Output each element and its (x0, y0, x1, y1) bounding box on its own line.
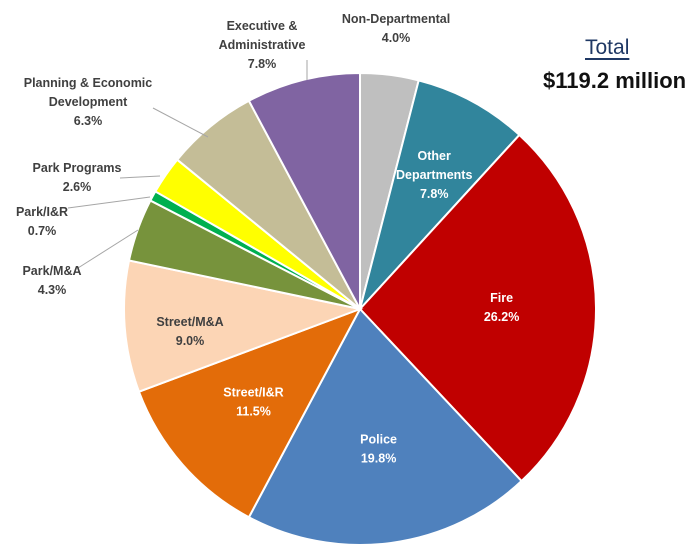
slice-label-other-departments: Other Departments 7.8% (396, 149, 472, 201)
pie-slice-fire (358, 133, 597, 483)
slice-label-non-departmental: Non-Departmental 4.0% (342, 12, 450, 45)
leader-line-planning-and-economic-development (152, 107, 209, 138)
slice-label-planning-and-economic-development: Planning & Economic Development 6.3% (24, 76, 153, 128)
pie-slice-police (247, 307, 523, 546)
leader-line-park-programs (119, 175, 161, 179)
total-value: $119.2 million (543, 68, 687, 93)
pie-slice-street-manda (122, 259, 364, 394)
slice-label-police: Police 19.8% (360, 432, 397, 465)
pie-slice-other-departments (359, 79, 521, 310)
total-title: Total (585, 36, 630, 59)
leader-line-park-iandr (67, 196, 151, 209)
pie-slice-executive-and-administrative (247, 71, 361, 310)
slice-label-park-manda: Park/M&A 4.3% (22, 264, 81, 297)
slice-label-park-iandr: Park/I&R 0.7% (16, 205, 68, 238)
slice-label-park-programs: Park Programs 2.6% (33, 161, 122, 194)
slice-label-executive-and-administrative: Executive & Administrative 7.8% (219, 19, 306, 71)
slice-label-street-manda: Street/M&A 9.0% (156, 315, 223, 348)
leader-line-park-manda (77, 229, 139, 269)
slice-label-fire: Fire 26.2% (484, 291, 519, 324)
slice-label-street-iandr: Street/I&R 11.5% (223, 385, 283, 418)
pie-slice-street-iandr (137, 307, 363, 519)
